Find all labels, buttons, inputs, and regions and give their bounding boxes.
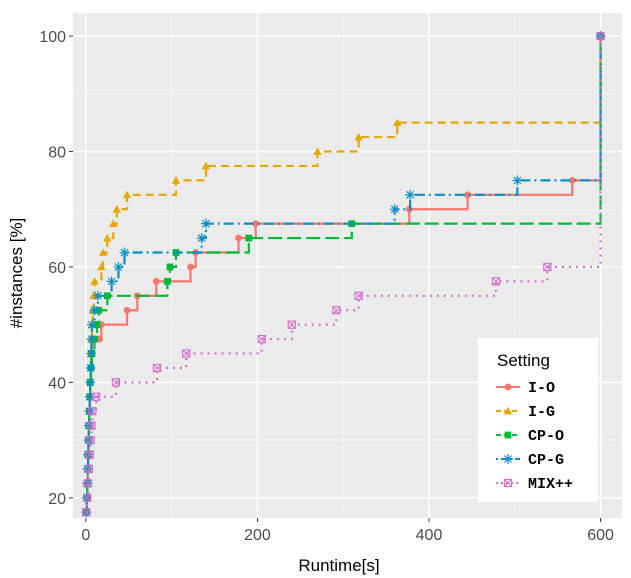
- legend-item-cp-g: CP-G: [496, 452, 564, 469]
- data-point-cp-g: [196, 233, 207, 244]
- data-point-cp-g: [89, 305, 100, 316]
- data-point-i-g: [103, 233, 112, 242]
- data-point-i-o: [235, 234, 242, 242]
- legend-label: I-O: [528, 380, 555, 397]
- y-tick-label: 80: [48, 145, 66, 162]
- legend-label: CP-O: [528, 428, 564, 445]
- data-point-cp-o: [93, 321, 101, 329]
- data-point-cp-g: [389, 204, 400, 215]
- data-point-i-o: [568, 176, 576, 184]
- data-point-i-g: [393, 118, 402, 127]
- data-point-mix: [182, 349, 191, 358]
- data-point-i-g: [98, 248, 108, 256]
- legend-key-marker: [503, 454, 513, 464]
- x-tick-label: 600: [587, 527, 614, 544]
- data-point-cp-g: [85, 377, 96, 388]
- data-point-mix: [596, 31, 605, 41]
- series-layer: [81, 31, 606, 518]
- data-point-i-o: [152, 277, 160, 285]
- x-tick-label: 200: [244, 527, 271, 544]
- x-tick-label: 400: [416, 527, 443, 544]
- data-point-i-g: [90, 277, 99, 285]
- data-point-cp-g: [200, 218, 211, 229]
- legend-item-mix: MIX++: [496, 476, 573, 493]
- data-point-i-g: [313, 147, 322, 155]
- data-point-i-o: [96, 335, 103, 343]
- data-point-i-g: [354, 132, 363, 141]
- data-point-mix: [354, 291, 363, 300]
- data-point-mix: [88, 407, 97, 416]
- legend: Setting I-O I-G CP-O CP-G MIX++: [478, 338, 598, 502]
- major-grid: [73, 13, 622, 518]
- legend-key-marker: [503, 478, 513, 488]
- data-point-cp-g: [86, 319, 97, 330]
- y-tick-label: 60: [48, 260, 66, 277]
- data-point-i-g: [97, 262, 106, 271]
- data-point-mix: [332, 306, 341, 315]
- y-tick-label: 20: [48, 491, 66, 508]
- data-point-mix: [82, 508, 91, 517]
- data-point-i-g: [122, 190, 132, 199]
- data-point-cp-g: [85, 362, 96, 373]
- legend-key-marker: [504, 383, 512, 391]
- data-point-mix: [85, 450, 94, 459]
- data-point-i-g: [171, 176, 181, 184]
- data-point-cp-g: [405, 189, 416, 200]
- data-point-mix: [83, 479, 93, 488]
- legend-label: MIX++: [528, 476, 573, 493]
- data-point-cp-o: [163, 277, 171, 285]
- data-point-mix: [152, 363, 162, 373]
- legend-title: Setting: [497, 351, 550, 370]
- data-point-mix: [491, 277, 501, 286]
- data-point-mix: [257, 334, 266, 344]
- data-point-mix: [83, 493, 92, 502]
- x-tick-label: 0: [81, 527, 90, 544]
- data-point-cp-g: [113, 261, 124, 272]
- data-point-mix: [92, 392, 101, 401]
- legend-box: [478, 338, 598, 502]
- legend-item-cp-o: CP-O: [496, 428, 564, 445]
- x-axis-title: Runtime[s]: [298, 556, 379, 575]
- data-point-mix: [87, 421, 96, 430]
- data-point-mix: [86, 435, 95, 445]
- data-point-cp-g: [512, 175, 523, 186]
- data-point-i-g: [112, 205, 121, 213]
- x-axis: 0 200 400 600: [81, 518, 614, 544]
- data-point-cp-o: [245, 234, 253, 242]
- minor-grid: [73, 13, 622, 518]
- y-tick-label: 40: [48, 375, 66, 392]
- data-point-cp-g: [119, 247, 130, 258]
- legend-key-marker: [504, 431, 512, 439]
- data-point-i-o: [252, 220, 260, 228]
- data-point-mix: [287, 320, 296, 329]
- data-point-cp-g: [86, 348, 97, 359]
- series-mix: [82, 31, 605, 517]
- legend-item-i-o: I-O: [496, 380, 555, 397]
- data-point-cp-o: [166, 263, 174, 271]
- data-point-i-o: [464, 191, 471, 199]
- legend-key-marker: [503, 406, 513, 415]
- legend-item-i-g: I-G: [496, 404, 555, 421]
- data-point-mix: [543, 262, 552, 272]
- data-point-i-g: [201, 161, 211, 170]
- y-tick-label: 100: [39, 29, 66, 46]
- data-point-mix: [84, 464, 94, 474]
- data-point-i-o: [187, 263, 194, 271]
- data-point-cp-o: [103, 292, 111, 300]
- y-axis: 20 40 60 80 100: [39, 29, 73, 508]
- data-point-cp-g: [86, 334, 97, 345]
- legend-label: CP-G: [528, 452, 564, 469]
- data-point-i-g: [109, 219, 118, 228]
- data-point-i-o: [123, 306, 131, 314]
- data-point-cp-g: [106, 276, 117, 287]
- legend-label: I-G: [528, 404, 555, 421]
- y-axis-title: #instances [%]: [7, 218, 26, 329]
- data-point-cp-g: [92, 290, 103, 301]
- data-point-mix: [111, 378, 121, 387]
